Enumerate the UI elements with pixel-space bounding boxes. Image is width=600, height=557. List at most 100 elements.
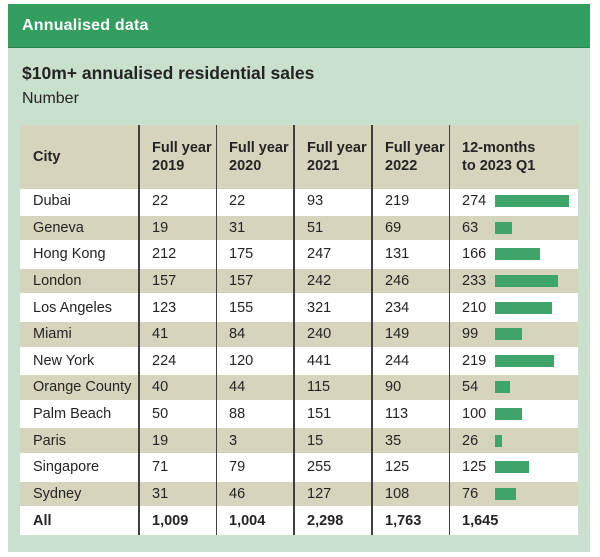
latest-value: 166 — [462, 246, 487, 263]
section-banner-title: Annualised data — [22, 16, 149, 34]
cell-latest: 63 — [448, 216, 578, 241]
cell-fy2020: 157 — [229, 273, 254, 290]
cell-fy2020: 120 — [229, 352, 254, 369]
cell-latest: 54 — [448, 375, 578, 400]
latest-value: 100 — [462, 406, 487, 423]
table-row-all: All 1,009 1,004 2,298 1,763 1,645 — [20, 508, 578, 535]
cell-fy2021: 240 — [307, 326, 332, 343]
column-header-city: City — [33, 149, 61, 165]
cell-latest: 274 — [448, 189, 578, 214]
column-header-fy2019: Full year 2019 — [152, 140, 212, 174]
cell-fy2021: 127 — [307, 485, 332, 502]
cell-fy2021: 247 — [307, 246, 332, 263]
cell-city: New York — [33, 352, 95, 369]
cell-fy2019: 22 — [152, 193, 169, 210]
latest-value: 99 — [462, 326, 479, 343]
latest-value-bar — [495, 195, 569, 208]
table-row-london: London 157 157 242 246 233 — [20, 268, 578, 296]
cell-fy2022: 108 — [385, 485, 410, 502]
table-body: Dubai 22 22 93 219 274 Geneva 19 31 51 69 63 Hong Ko… — [20, 189, 578, 535]
table-row-sydney: Sydney 31 46 127 108 76 — [20, 481, 578, 509]
latest-value: 274 — [462, 193, 487, 210]
table-row-los-angeles: Los Angeles 123 155 321 234 210 — [20, 295, 578, 322]
table-row-palm-beach: Palm Beach 50 88 151 113 100 — [20, 401, 578, 429]
latest-value: 219 — [462, 352, 487, 369]
table-row-geneva: Geneva 19 31 51 69 63 — [20, 215, 578, 243]
cell-fy2019: 123 — [152, 299, 177, 316]
cell-latest: 233 — [448, 269, 578, 294]
latest-value-bar — [495, 354, 555, 367]
column-header-fy2021: Full year 2021 — [307, 140, 367, 174]
cell-fy2020: 175 — [229, 246, 254, 263]
latest-value: 210 — [462, 299, 487, 316]
cell-fy2021: 151 — [307, 406, 332, 423]
cell-fy2021: 115 — [307, 379, 331, 396]
cell-fy2020: 79 — [229, 459, 246, 476]
cell-latest: 1,645 — [448, 508, 578, 535]
sales-table: City Full year 2019 Full year 2020 Full yea… — [20, 125, 578, 535]
cell-fy2020: 46 — [229, 485, 246, 502]
cell-city: Orange County — [33, 379, 132, 396]
cell-fy2019: 224 — [152, 352, 177, 369]
cell-fy2019: 31 — [152, 485, 169, 502]
cell-fy2021: 242 — [307, 273, 332, 290]
cell-fy2022: 1,763 — [385, 513, 422, 530]
chart-title: $10m+ annualised residential sales — [22, 63, 315, 83]
cell-fy2021: 2,298 — [307, 513, 344, 530]
cell-fy2021: 15 — [307, 432, 324, 449]
latest-value-bar — [495, 487, 516, 500]
table-row-new-york: New York 224 120 441 244 219 — [20, 348, 578, 376]
section-banner: Annualised data — [8, 4, 590, 48]
cell-latest: 26 — [448, 428, 578, 453]
cell-fy2022: 35 — [385, 432, 402, 449]
cell-fy2020: 84 — [229, 326, 246, 343]
cell-latest: 76 — [448, 482, 578, 507]
cell-city: Hong Kong — [33, 246, 106, 263]
table-row-orange-county: Orange County 40 44 115 90 54 — [20, 375, 578, 402]
chart-subtitle: Number — [22, 90, 79, 107]
cell-fy2022: 131 — [385, 246, 410, 263]
annualised-data-panel: Annualised data $10m+ annualised residen… — [8, 4, 590, 552]
cell-fy2021: 441 — [307, 352, 332, 369]
table-header-block: $10m+ annualised residential sales Numbe… — [8, 48, 590, 108]
table-row-dubai: Dubai 22 22 93 219 274 — [20, 189, 578, 216]
cell-latest: 100 — [448, 402, 578, 427]
latest-value-bar — [495, 381, 510, 394]
cell-fy2019: 71 — [152, 459, 169, 476]
column-header-fy2020: Full year 2020 — [229, 140, 289, 174]
column-header-fy2022: Full year 2022 — [385, 140, 445, 174]
latest-value-bar — [495, 328, 522, 341]
cell-fy2022: 69 — [385, 219, 402, 236]
latest-value-bar — [495, 221, 512, 234]
table-row-miami: Miami 41 84 240 149 99 — [20, 321, 578, 349]
cell-fy2022: 234 — [385, 299, 410, 316]
cell-fy2019: 19 — [152, 219, 169, 236]
cell-fy2022: 90 — [385, 379, 402, 396]
cell-fy2019: 157 — [152, 273, 177, 290]
cell-fy2019: 19 — [152, 432, 169, 449]
cell-fy2020: 44 — [229, 379, 246, 396]
cell-fy2022: 149 — [385, 326, 410, 343]
cell-fy2019: 50 — [152, 406, 169, 423]
table-row-paris: Paris 19 3 15 35 26 — [20, 428, 578, 455]
latest-value-bar — [495, 275, 558, 288]
cell-city: Paris — [33, 432, 67, 449]
cell-fy2020: 22 — [229, 193, 246, 210]
cell-fy2021: 93 — [307, 193, 324, 210]
table-row-singapore: Singapore 71 79 255 125 125 — [20, 454, 578, 482]
cell-fy2020: 88 — [229, 406, 246, 423]
cell-fy2021: 255 — [307, 459, 332, 476]
latest-value: 1,645 — [462, 513, 499, 530]
table-row-hong-kong: Hong Kong 212 175 247 131 166 — [20, 242, 578, 269]
latest-value: 26 — [462, 432, 479, 449]
latest-value: 233 — [462, 273, 487, 290]
cell-fy2019: 40 — [152, 379, 169, 396]
latest-value-bar — [495, 248, 540, 261]
cell-city: Dubai — [33, 193, 71, 210]
cell-city: Singapore — [33, 459, 100, 476]
cell-fy2020: 1,004 — [229, 513, 266, 530]
cell-city: Palm Beach — [33, 406, 112, 423]
cell-fy2019: 41 — [152, 326, 169, 343]
cell-fy2019: 212 — [152, 246, 177, 263]
